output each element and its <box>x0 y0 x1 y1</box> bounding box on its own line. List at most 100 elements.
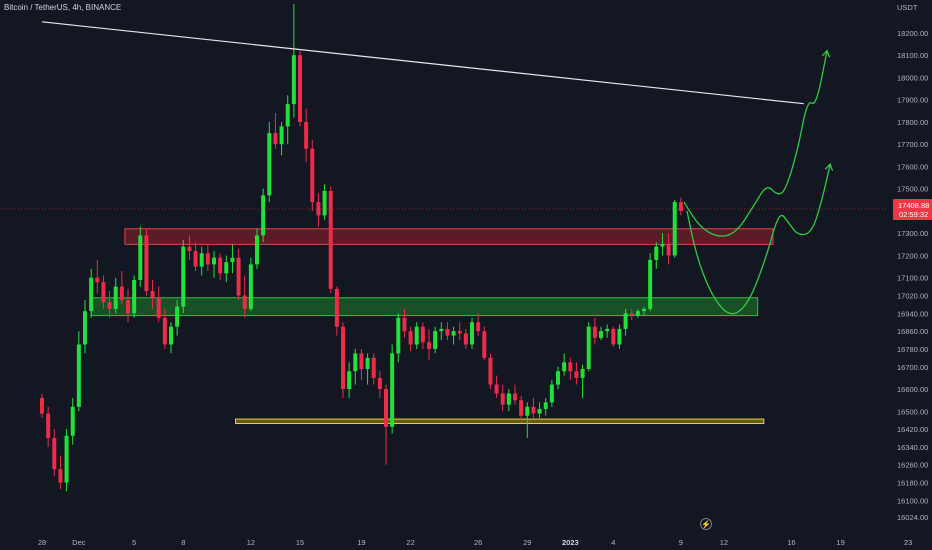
candle-body <box>144 235 149 292</box>
candle-body <box>334 288 339 327</box>
candle-body <box>52 437 57 470</box>
candle-body <box>347 371 352 390</box>
candle-body <box>617 328 622 345</box>
candle-body <box>353 353 358 372</box>
candle-body <box>556 371 561 385</box>
candle-body <box>46 413 51 438</box>
last-price-label: 17408.88 <box>898 201 929 210</box>
lightning-icon[interactable]: ⚡ <box>700 518 712 530</box>
candle-body <box>113 286 118 309</box>
x-tick-label: 29 <box>523 538 531 547</box>
candle-body <box>402 317 407 332</box>
candle-body <box>193 251 198 267</box>
y-tick-label: 17200.00 <box>897 251 928 260</box>
candle-body <box>476 322 481 332</box>
candle-body <box>549 384 554 403</box>
candle-body <box>298 55 303 122</box>
candle-body <box>537 409 542 414</box>
candle-body <box>95 277 100 283</box>
candle-body <box>132 279 137 314</box>
x-tick-label: 12 <box>247 538 255 547</box>
x-tick-label: 5 <box>132 538 136 547</box>
y-tick-label: 17600.00 <box>897 162 928 171</box>
projection-arrowhead <box>821 49 831 58</box>
candle-body <box>76 344 81 407</box>
x-tick-label: Dec <box>72 538 86 547</box>
candle-body <box>205 253 210 265</box>
candle-body <box>175 306 180 327</box>
candle-body <box>126 299 131 314</box>
y-tick-label: 16500.00 <box>897 407 928 416</box>
candle-body <box>267 133 272 196</box>
candle-body <box>433 331 438 349</box>
candle-body <box>242 295 247 309</box>
x-tick-label: 16 <box>787 538 795 547</box>
y-tick-label: 16420.00 <box>897 425 928 434</box>
candle-body <box>562 362 567 372</box>
candle-body <box>506 393 511 405</box>
candle-body <box>248 264 253 309</box>
x-tick-label: 19 <box>836 538 844 547</box>
x-tick-label: 19 <box>357 538 365 547</box>
y-tick-label: 17700.00 <box>897 140 928 149</box>
x-tick-label: 12 <box>720 538 728 547</box>
y-tick-label: 17300.00 <box>897 229 928 238</box>
x-tick-label: 4 <box>611 538 615 547</box>
y-tick-label: 17020.00 <box>897 292 928 301</box>
candle-body <box>678 202 683 211</box>
x-tick-label: 9 <box>679 538 683 547</box>
candle-body <box>623 313 628 329</box>
candle-body <box>672 202 677 256</box>
x-tick-label: 15 <box>296 538 304 547</box>
candle-body <box>629 313 634 316</box>
candle-body <box>58 469 63 483</box>
candle-body <box>83 311 88 345</box>
candle-body <box>592 326 597 338</box>
candle-body <box>635 311 640 316</box>
projection-path <box>686 164 831 315</box>
candle-body <box>261 195 266 236</box>
green-zone <box>90 297 759 317</box>
x-tick-label: 28 <box>38 538 46 547</box>
candle-body <box>230 257 235 263</box>
candle-body <box>642 308 647 312</box>
candle-body <box>138 235 143 280</box>
candle-body <box>519 400 524 416</box>
candle-body <box>574 371 579 378</box>
y-tick-label: 16780.00 <box>897 345 928 354</box>
candle-body <box>445 328 450 336</box>
candle-body <box>427 342 432 349</box>
candle-body <box>279 126 284 145</box>
trendline <box>41 21 804 105</box>
candle-body <box>463 333 468 345</box>
candle-body <box>470 322 475 345</box>
candle-body <box>660 244 665 247</box>
candle-body <box>236 257 241 296</box>
y-tick-label: 17900.00 <box>897 96 928 105</box>
y-tick-label: 16024.00 <box>897 513 928 522</box>
candle-body <box>64 435 69 483</box>
x-tick-label: 22 <box>406 538 414 547</box>
candle-body <box>543 402 548 410</box>
candle-body <box>107 302 112 309</box>
candle-body <box>494 384 499 394</box>
candle-body <box>285 104 290 127</box>
candle-body <box>187 246 192 252</box>
candle-body <box>181 246 186 307</box>
candle-body <box>212 257 217 265</box>
x-tick-label: 8 <box>181 538 185 547</box>
candle-body <box>605 328 610 332</box>
candle-body <box>156 297 161 318</box>
candle-body <box>420 326 425 343</box>
candle-body <box>531 406 536 414</box>
candle-body <box>40 397 44 414</box>
yellow-zone <box>235 418 765 425</box>
candle-body <box>451 331 456 336</box>
y-tick-label: 16260.00 <box>897 461 928 470</box>
candle-body <box>328 190 333 289</box>
candle-body <box>218 257 223 274</box>
red-zone <box>124 228 774 245</box>
y-axis-unit: USDT <box>897 3 918 12</box>
candle-body <box>488 357 493 385</box>
